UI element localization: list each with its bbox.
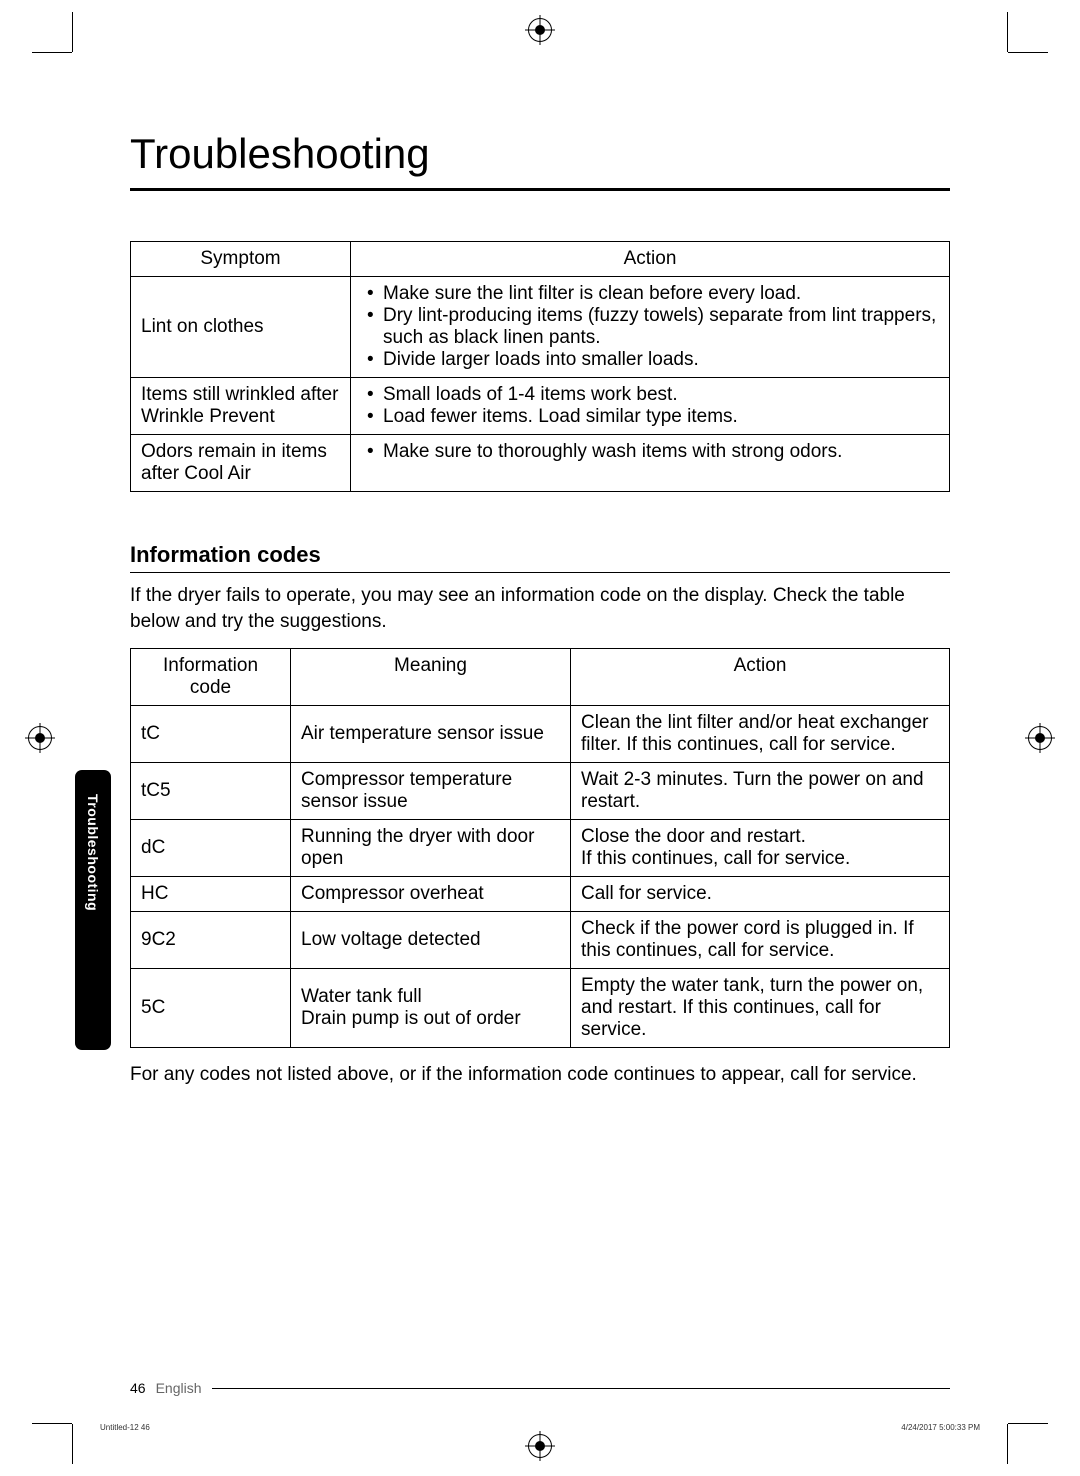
action-cell: Close the door and restart. If this cont… (571, 820, 950, 877)
print-slug-left: Untitled-12 46 (100, 1423, 150, 1432)
action-cell: Make sure to thoroughly wash items with … (351, 435, 950, 492)
footer-rule (212, 1388, 951, 1389)
page: Troubleshooting Troubleshooting Symptom … (0, 0, 1080, 1476)
symptom-cell: Items still wrinkled after Wrinkle Preve… (131, 378, 351, 435)
crop-mark (1008, 1423, 1048, 1424)
action-cell: Call for service. (571, 877, 950, 912)
action-item: Make sure to thoroughly wash items with … (361, 441, 939, 463)
print-slug-right: 4/24/2017 5:00:33 PM (901, 1423, 980, 1432)
action-cell: Make sure the lint filter is clean befor… (351, 277, 950, 378)
page-title: Troubleshooting (130, 130, 950, 191)
table-row: tCAir temperature sensor issueClean the … (131, 706, 950, 763)
code-cell: dC (131, 820, 291, 877)
crop-mark (72, 12, 73, 52)
action-cell: Check if the power cord is plugged in. I… (571, 912, 950, 969)
action-item: Load fewer items. Load similar type item… (361, 406, 939, 428)
page-language: English (156, 1380, 202, 1396)
registration-mark-icon (528, 1434, 552, 1458)
info-codes-intro: If the dryer fails to operate, you may s… (130, 583, 950, 634)
section-tab: Troubleshooting (75, 770, 111, 1050)
action-item: Divide larger loads into smaller loads. (361, 349, 939, 371)
content-area: Troubleshooting Symptom Action Lint on c… (130, 130, 950, 1088)
table-row: Odors remain in items after Cool Air Make… (131, 435, 950, 492)
table-row: Items still wrinkled after Wrinkle Preve… (131, 378, 950, 435)
meaning-cell: Air temperature sensor issue (291, 706, 571, 763)
symptom-action-table: Symptom Action Lint on clothes Make sure … (130, 241, 950, 492)
registration-mark-icon (28, 726, 52, 750)
info-codes-heading: Information codes (130, 542, 950, 573)
action-item: Make sure the lint filter is clean befor… (361, 283, 939, 305)
crop-mark (1007, 1424, 1008, 1464)
table-row: dCRunning the dryer with door openClose … (131, 820, 950, 877)
symptom-cell: Odors remain in items after Cool Air (131, 435, 351, 492)
code-cell: HC (131, 877, 291, 912)
meaning-cell: Compressor temperature sensor issue (291, 763, 571, 820)
crop-mark (1007, 12, 1008, 52)
col-header-action: Action (351, 242, 950, 277)
meaning-cell: Running the dryer with door open (291, 820, 571, 877)
registration-mark-icon (528, 18, 552, 42)
table-row: Lint on clothes Make sure the lint filter… (131, 277, 950, 378)
code-cell: tC5 (131, 763, 291, 820)
action-cell: Empty the water tank, turn the power on,… (571, 969, 950, 1048)
col-header-meaning: Meaning (291, 649, 571, 706)
table-row: HCCompressor overheatCall for service. (131, 877, 950, 912)
action-cell: Clean the lint filter and/or heat exchan… (571, 706, 950, 763)
code-cell: tC (131, 706, 291, 763)
action-item: Small loads of 1-4 items work best. (361, 384, 939, 406)
crop-mark (72, 1424, 73, 1464)
code-cell: 5C (131, 969, 291, 1048)
crop-mark (32, 1423, 72, 1424)
registration-mark-icon (1028, 726, 1052, 750)
col-header-code: Information code (131, 649, 291, 706)
info-codes-table: Information code Meaning Action tCAir te… (130, 648, 950, 1048)
table-row: tC5Compressor temperature sensor issueWa… (131, 763, 950, 820)
table-row: 9C2Low voltage detectedCheck if the powe… (131, 912, 950, 969)
col-header-symptom: Symptom (131, 242, 351, 277)
page-footer: 46 English (130, 1380, 950, 1396)
action-cell: Wait 2-3 minutes. Turn the power on and … (571, 763, 950, 820)
meaning-cell: Low voltage detected (291, 912, 571, 969)
page-number: 46 (130, 1380, 146, 1396)
section-tab-label: Troubleshooting (85, 794, 101, 911)
info-codes-outro: For any codes not listed above, or if th… (130, 1062, 950, 1088)
code-cell: 9C2 (131, 912, 291, 969)
action-item: Dry lint-producing items (fuzzy towels) … (361, 305, 939, 349)
crop-mark (32, 52, 72, 53)
meaning-cell: Compressor overheat (291, 877, 571, 912)
meaning-cell: Water tank full Drain pump is out of ord… (291, 969, 571, 1048)
action-cell: Small loads of 1-4 items work best.Load … (351, 378, 950, 435)
col-header-action: Action (571, 649, 950, 706)
table-row: 5CWater tank full Drain pump is out of o… (131, 969, 950, 1048)
symptom-cell: Lint on clothes (131, 277, 351, 378)
crop-mark (1008, 52, 1048, 53)
